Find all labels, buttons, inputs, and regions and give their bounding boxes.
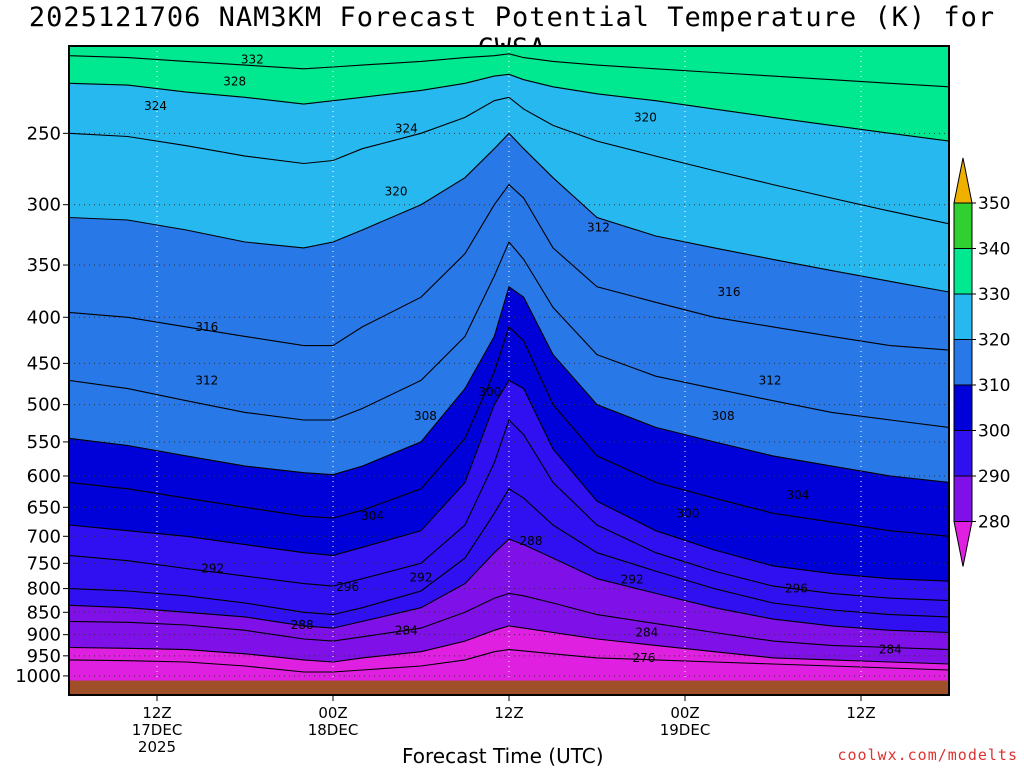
- contour-label-308: 308: [414, 409, 437, 423]
- y-tick-label-450: 450: [27, 353, 61, 374]
- ground-strip: [69, 680, 949, 695]
- contour-label-288: 288: [291, 618, 314, 632]
- y-tick-label-400: 400: [27, 307, 61, 328]
- ground-layer: [69, 680, 949, 695]
- theta-fill-layer: [69, 46, 949, 695]
- colorbar-label-350: 350: [978, 194, 1010, 214]
- colorbar-seg-300: [953, 384, 973, 431]
- contour-label-304: 304: [786, 488, 809, 502]
- contour-label-292: 292: [410, 571, 433, 585]
- contour-label-328: 328: [223, 75, 246, 89]
- contour-label-316: 316: [195, 320, 218, 334]
- colorbar-seg-320: [953, 293, 973, 340]
- y-tick-label-1000: 1000: [15, 666, 61, 687]
- y-tick-label-700: 700: [27, 526, 61, 547]
- contour-label-312: 312: [195, 373, 218, 387]
- contour-label-288: 288: [520, 534, 543, 548]
- y-axis: 2503003504004505005506006507007508008509…: [15, 123, 69, 687]
- isentrope-300: [69, 379, 949, 582]
- contour-label-308: 308: [712, 409, 735, 423]
- colorbar-seg-340: [953, 202, 973, 249]
- colorbar-label-300: 300: [978, 422, 1010, 442]
- y-tick-label-650: 650: [27, 497, 61, 518]
- isentrope-288: [69, 538, 949, 634]
- isentrope-316: [69, 183, 949, 351]
- isentrope-324: [69, 96, 949, 225]
- isentrope-328: [69, 73, 949, 142]
- contour-label-300: 300: [676, 506, 699, 520]
- contour-label-320: 320: [634, 110, 657, 124]
- contour-label-316: 316: [718, 285, 741, 299]
- contour-label-312: 312: [759, 373, 782, 387]
- colorbar-label-310: 310: [978, 376, 1010, 396]
- y-tick-label-800: 800: [27, 579, 61, 600]
- isentrope-304: [69, 325, 949, 537]
- contour-label-292: 292: [201, 561, 224, 575]
- y-tick-label-850: 850: [27, 602, 61, 623]
- colorbar: 280 290 300 310 320 330 340 350: [953, 157, 1010, 567]
- contour-label-layer: 332 328 324 324 320 320 312 316 316 312 312 308 308 3…: [144, 52, 902, 664]
- contour-label-284: 284: [635, 625, 658, 639]
- x-tick-label-19DEC: 19DEC: [660, 721, 711, 739]
- isentrope-296: [69, 418, 949, 602]
- isentrope-312: [69, 240, 949, 428]
- x-tick-label-12Z: 12Z: [846, 704, 875, 722]
- isentrope-276: [69, 649, 949, 673]
- y-tick-label-250: 250: [27, 123, 61, 144]
- colorbar-label-330: 330: [978, 285, 1010, 305]
- contour-label-312: 312: [587, 220, 610, 234]
- y-tick-label-500: 500: [27, 395, 61, 416]
- contour-label-296: 296: [785, 582, 808, 596]
- contour-label-324: 324: [395, 122, 418, 136]
- contour-label-284: 284: [395, 623, 418, 637]
- x-tick-label-00Z: 00Z: [318, 704, 347, 722]
- colorbar-extend-high: [953, 157, 973, 204]
- colorbar-seg-310: [953, 339, 973, 386]
- y-tick-label-350: 350: [27, 255, 61, 276]
- colorbar-label-280: 280: [978, 513, 1010, 533]
- y-tick-label-750: 750: [27, 553, 61, 574]
- isentrope-280: [69, 625, 949, 665]
- x-axis-title: Forecast Time (UTC): [402, 744, 604, 768]
- x-tick-label-18DEC: 18DEC: [308, 721, 359, 739]
- x-tick-label-12Z: 12Z: [494, 704, 523, 722]
- isentrope-308: [69, 285, 949, 483]
- colorbar-seg-280: [953, 475, 973, 522]
- theta-band-above-332: [69, 46, 949, 87]
- contour-label-320: 320: [385, 184, 408, 198]
- contour-label-284: 284: [879, 643, 902, 657]
- x-tick-label-12Z: 12Z: [142, 704, 171, 722]
- y-tick-label-300: 300: [27, 195, 61, 216]
- colorbar-label-340: 340: [978, 240, 1010, 260]
- credit-link[interactable]: coolwx.com/modelts: [837, 746, 1018, 764]
- colorbar-seg-290: [953, 430, 973, 477]
- x-tick-label-00Z: 00Z: [670, 704, 699, 722]
- isentrope-284: [69, 592, 949, 651]
- contour-label-300: 300: [478, 385, 501, 399]
- y-tick-label-900: 900: [27, 625, 61, 646]
- x-tick-label-2025: 2025: [138, 738, 176, 756]
- contour-label-324: 324: [144, 99, 167, 113]
- contour-label-292: 292: [621, 573, 644, 587]
- isentrope-292: [69, 488, 949, 618]
- colorbar-label-290: 290: [978, 467, 1010, 487]
- isentrope-332: [69, 53, 949, 88]
- contour-label-296: 296: [336, 580, 359, 594]
- x-tick-label-17DEC: 17DEC: [132, 721, 183, 739]
- isentrope-320: [69, 132, 949, 293]
- y-tick-label-950: 950: [27, 646, 61, 667]
- contour-label-276: 276: [632, 651, 655, 665]
- colorbar-seg-330: [953, 248, 973, 295]
- colorbar-extend-low: [953, 521, 973, 567]
- contour-label-332: 332: [241, 52, 264, 66]
- y-tick-label-600: 600: [27, 466, 61, 487]
- contour-label-304: 304: [361, 509, 384, 523]
- y-tick-label-550: 550: [27, 432, 61, 453]
- colorbar-label-320: 320: [978, 331, 1010, 351]
- contour-layer: [69, 53, 949, 673]
